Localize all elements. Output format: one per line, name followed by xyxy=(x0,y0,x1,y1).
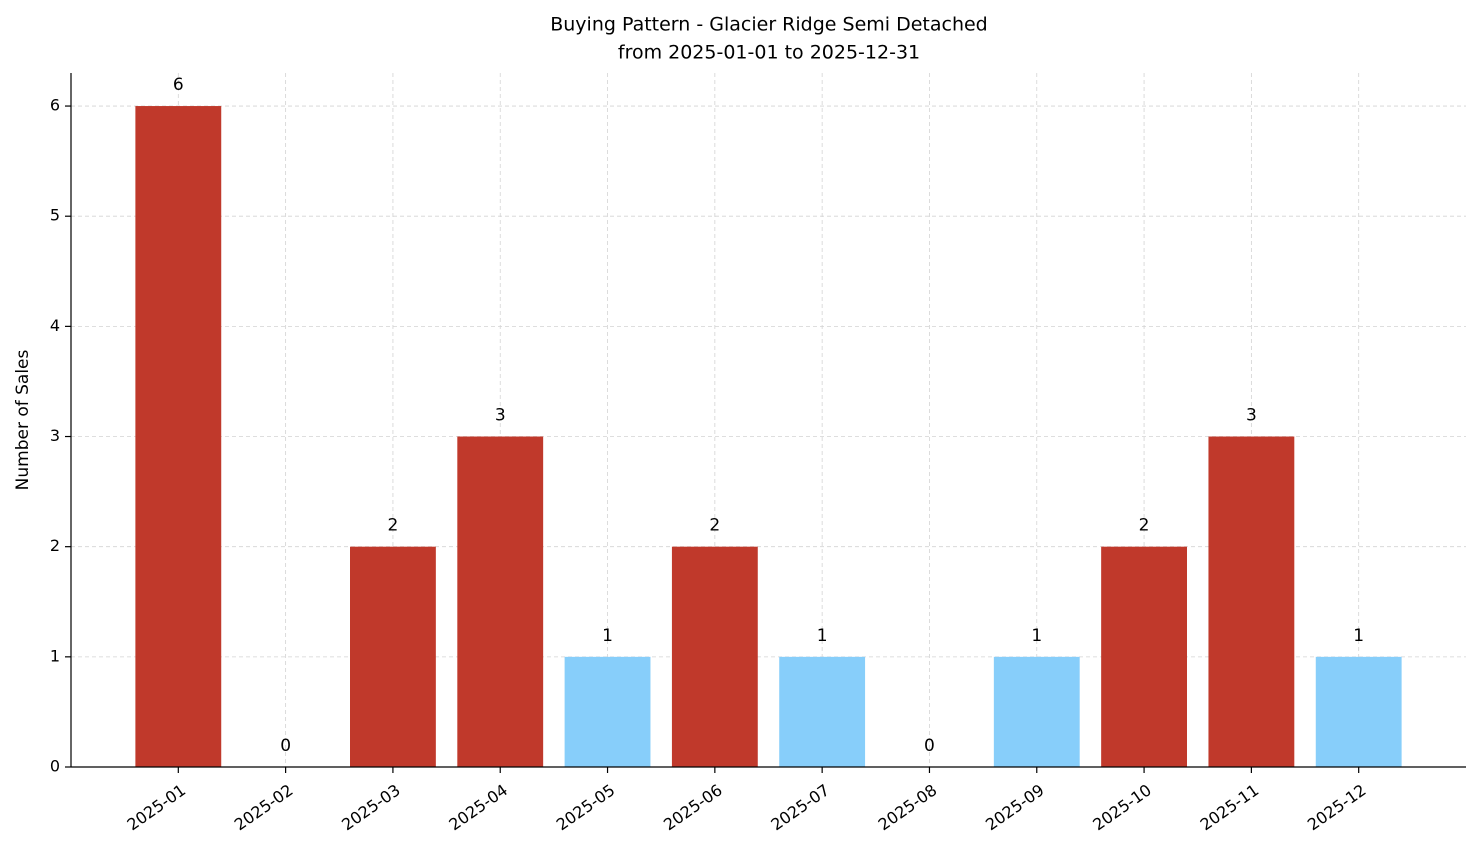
x-tick-label: 2025-04 xyxy=(445,780,511,834)
bar xyxy=(350,546,436,767)
x-tick-label: 2025-12 xyxy=(1304,780,1370,834)
data-label: 1 xyxy=(1353,626,1364,646)
bar xyxy=(671,546,758,767)
x-tick-label: 2025-01 xyxy=(124,780,190,834)
x-tick-label: 2025-11 xyxy=(1197,780,1263,834)
data-label: 2 xyxy=(709,516,720,536)
bar xyxy=(1101,546,1187,767)
y-tick-label: 2 xyxy=(50,536,60,555)
bar xyxy=(779,656,866,767)
y-axis-label: Number of Sales xyxy=(13,349,33,490)
x-tick-label: 2025-02 xyxy=(231,780,297,834)
data-label: 2 xyxy=(388,516,399,536)
x-tick-label: 2025-07 xyxy=(767,780,833,834)
data-label: 3 xyxy=(1246,406,1257,426)
bar xyxy=(993,656,1080,767)
data-label: 0 xyxy=(924,736,935,756)
bar xyxy=(564,656,651,767)
bar xyxy=(1315,656,1402,767)
y-tick-label: 4 xyxy=(50,316,60,335)
x-tick-label: 2025-08 xyxy=(875,780,941,834)
x-tick-label: 2025-05 xyxy=(553,780,619,834)
chart-title: Buying Pattern - Glacier Ridge Semi Deta… xyxy=(550,14,988,36)
bar xyxy=(135,106,222,768)
x-tick-label: 2025-09 xyxy=(982,780,1048,834)
x-tick-label: 2025-03 xyxy=(338,780,404,834)
data-label: 2 xyxy=(1139,516,1150,536)
x-tick-label: 2025-06 xyxy=(660,780,726,834)
data-label: 1 xyxy=(1031,626,1042,646)
y-tick-label: 1 xyxy=(50,646,60,665)
bar xyxy=(457,436,544,767)
data-label: 3 xyxy=(495,406,506,426)
data-label: 1 xyxy=(602,626,613,646)
y-tick-label: 3 xyxy=(50,426,60,445)
data-label: 1 xyxy=(817,626,828,646)
chart-subtitle: from 2025-01-01 to 2025-12-31 xyxy=(618,42,920,64)
data-label: 0 xyxy=(280,736,291,756)
bar xyxy=(1208,436,1295,767)
y-tick-label: 6 xyxy=(50,96,60,115)
data-label: 6 xyxy=(173,75,184,95)
x-tick-label: 2025-10 xyxy=(1089,780,1155,834)
y-tick-label: 0 xyxy=(50,757,60,776)
y-tick-label: 5 xyxy=(50,206,60,225)
